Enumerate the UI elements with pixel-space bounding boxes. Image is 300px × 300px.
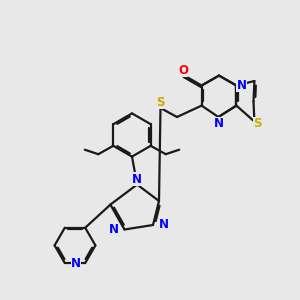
Text: S: S — [156, 96, 164, 109]
Text: S: S — [253, 117, 262, 130]
Text: N: N — [132, 172, 142, 186]
Text: N: N — [236, 79, 246, 92]
Text: N: N — [71, 256, 81, 270]
Text: N: N — [109, 223, 119, 236]
Text: O: O — [178, 64, 188, 77]
Text: N: N — [213, 117, 224, 130]
Text: N: N — [158, 218, 168, 232]
